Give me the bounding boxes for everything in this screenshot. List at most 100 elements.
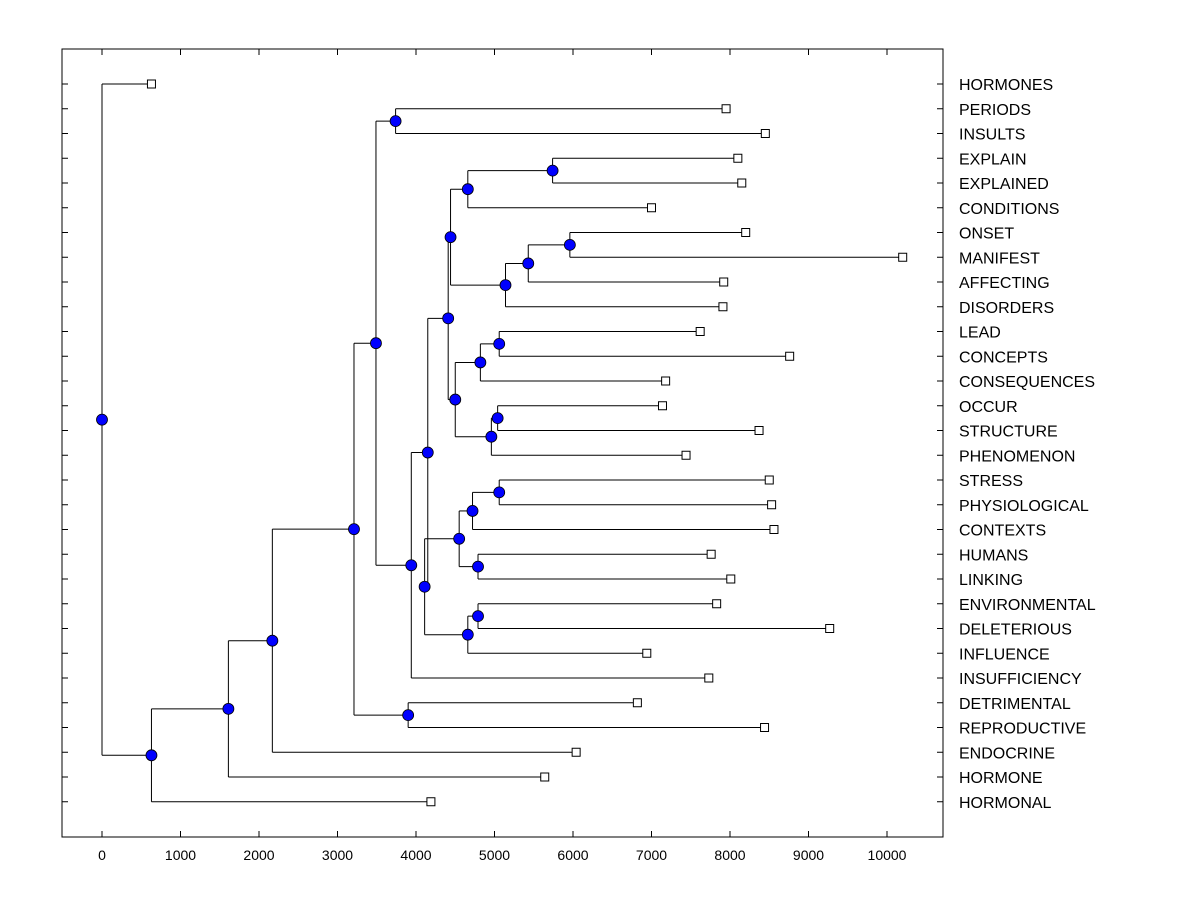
merge-node <box>348 523 360 536</box>
merge-node <box>499 279 512 291</box>
leaf-label: REPRODUCTIVE <box>959 721 1086 738</box>
leaf-label: DETRIMENTAL <box>959 696 1071 713</box>
leaf-marker <box>769 525 779 534</box>
leaf-labels: HORMONES PERIODS INSULTS EXPLAIN EXPLAINED CO… <box>959 77 1096 812</box>
leaf-marker <box>718 302 728 312</box>
leaf-label: EXPLAINED <box>959 176 1049 193</box>
merge-node <box>461 628 474 641</box>
merge-node <box>444 231 457 244</box>
leaf-label: MANIFEST <box>959 250 1040 267</box>
leaf-marker <box>681 450 691 460</box>
leaf-marker <box>571 747 581 757</box>
merge-node <box>466 505 479 517</box>
x-tick-label: 2000 <box>243 847 274 863</box>
leaf-marker <box>726 574 736 584</box>
leaf-marker <box>540 772 550 782</box>
merge-node <box>546 164 559 177</box>
leaf-marker <box>632 698 642 708</box>
leaf-label: HORMONES <box>959 77 1053 94</box>
leaf-marker <box>146 79 156 89</box>
leaf-label: PERIODS <box>959 102 1031 119</box>
dendrogram-links <box>101 83 903 803</box>
merge-node <box>453 532 466 545</box>
merge-node <box>370 337 382 350</box>
merge-node <box>474 356 487 369</box>
leaf-label: INFLUENCE <box>959 646 1050 663</box>
leaf-marker <box>704 673 714 683</box>
leaf-label: DELETERIOUS <box>959 622 1072 639</box>
merge-node <box>96 413 108 426</box>
merge-node <box>418 580 431 593</box>
x-tick-label: 7000 <box>636 847 667 863</box>
leaf-label: LINKING <box>959 572 1023 589</box>
leaf-label: STRUCTURE <box>959 424 1058 441</box>
merge-node <box>421 446 434 459</box>
leaf-label: HORMONAL <box>959 795 1052 812</box>
merge-node <box>266 634 279 647</box>
leaf-label: HORMONE <box>959 770 1043 787</box>
x-tick-label: 3000 <box>322 847 353 863</box>
leaf-label: CONCEPTS <box>959 349 1048 366</box>
merge-node <box>472 610 484 623</box>
leaf-label: LEAD <box>959 325 1001 342</box>
leaf-marker <box>721 104 731 114</box>
merge-node <box>222 702 235 715</box>
merge-node <box>563 238 576 251</box>
x-tick-label: 6000 <box>557 847 588 863</box>
leaf-marker <box>737 178 747 188</box>
x-tick-label: 1000 <box>165 847 196 863</box>
y-ticks <box>62 83 943 803</box>
leaf-label: PHYSIOLOGICAL <box>959 498 1089 515</box>
leaf-marker <box>898 252 908 262</box>
merge-node <box>491 412 504 425</box>
leaf-label: ONSET <box>959 226 1014 243</box>
merge-node <box>442 312 455 325</box>
leaf-label: EXPLAIN <box>959 151 1027 168</box>
leaf-label: CONTEXTS <box>959 523 1046 540</box>
leaf-marker <box>760 723 770 732</box>
x-tick-label: 10000 <box>868 847 907 863</box>
leaf-label: CONSEQUENCES <box>959 374 1095 391</box>
x-tick-label: 8000 <box>714 847 745 863</box>
leaf-marker <box>764 475 774 485</box>
leaf-markers <box>146 79 908 807</box>
plot-frame <box>61 48 944 838</box>
leaf-marker <box>695 327 705 336</box>
merge-node <box>145 749 158 762</box>
x-tick-label: 9000 <box>793 847 824 863</box>
leaf-marker <box>426 797 436 807</box>
leaf-marker <box>785 351 795 361</box>
leaf-marker <box>647 203 656 213</box>
leaf-marker <box>741 228 751 237</box>
leaf-marker <box>719 277 729 287</box>
leaf-marker <box>760 129 770 138</box>
leaf-marker <box>712 599 722 609</box>
merge-node <box>461 183 474 196</box>
merge-nodes <box>96 115 576 762</box>
leaf-label: INSUFFICIENCY <box>959 671 1082 688</box>
merge-node <box>522 257 535 270</box>
merge-node <box>493 486 506 499</box>
leaf-label: AFFECTING <box>959 275 1050 292</box>
leaf-marker <box>642 648 652 658</box>
leaf-marker <box>661 376 671 386</box>
leaf-marker <box>767 500 777 510</box>
merge-node <box>449 393 462 406</box>
leaf-marker <box>825 624 835 633</box>
leaf-marker <box>754 426 764 435</box>
leaf-label: ENVIRONMENTAL <box>959 597 1096 614</box>
leaf-label: CONDITIONS <box>959 201 1059 218</box>
leaf-label: INSULTS <box>959 127 1025 144</box>
merge-node <box>402 709 415 722</box>
leaf-label: PHENOMENON <box>959 448 1075 465</box>
leaf-label: HUMANS <box>959 547 1028 564</box>
leaf-label: ENDOCRINE <box>959 745 1055 762</box>
merge-node <box>493 337 506 350</box>
x-axis: 0 1000 2000 3000 4000 5000 6000 7000 8000 9000 100… <box>98 49 907 863</box>
x-tick-label: 4000 <box>400 847 431 863</box>
leaf-marker <box>657 401 667 411</box>
x-tick-label: 5000 <box>479 847 510 863</box>
leaf-marker <box>733 153 743 163</box>
merge-node <box>389 115 402 128</box>
